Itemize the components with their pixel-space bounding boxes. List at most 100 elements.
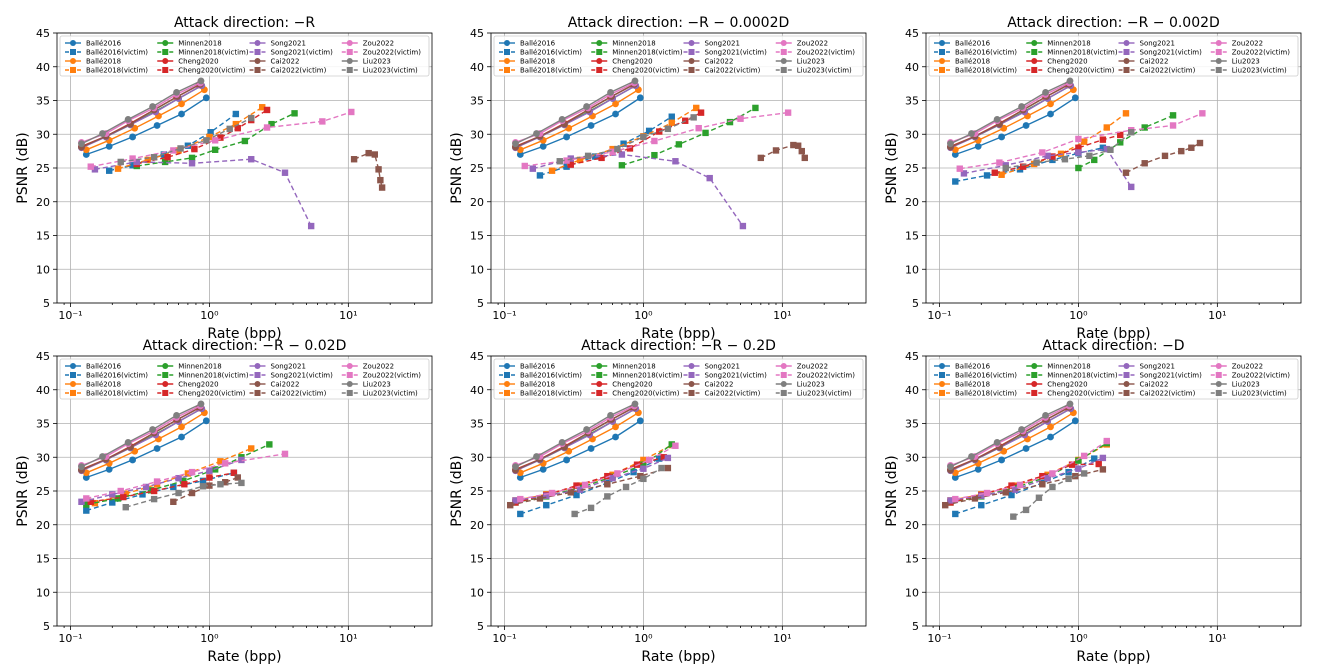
- data-point-square: [1039, 472, 1046, 480]
- y-tick-label: 5: [912, 620, 919, 633]
- legend-item: Minnen2018: [591, 363, 656, 371]
- legend-marker-square: [504, 372, 510, 378]
- data-point-square: [120, 493, 127, 501]
- legend-label: Cheng2020: [612, 381, 652, 389]
- legend-label: Cheng2020(victim): [1047, 390, 1115, 398]
- data-point-circle: [82, 151, 90, 158]
- data-point-circle: [558, 116, 566, 123]
- legend-marker-square: [1031, 67, 1038, 73]
- legend-marker-circle: [780, 381, 787, 387]
- data-point-square: [640, 456, 647, 464]
- legend: Ballé2016Ballé2016(victim)Ballé2018Ballé…: [928, 358, 1299, 400]
- legend-label: Cheng2020(victim): [612, 67, 680, 75]
- data-point-square: [960, 170, 968, 177]
- series-line: [950, 80, 1071, 145]
- chart-panel-4: 5 10 15 20 25 30 35 40 45 10⁻¹ 10⁰ 10¹ Attack direct…: [15, 338, 433, 665]
- data-point-square: [238, 456, 245, 464]
- legend-item: Song2021(victim): [683, 49, 767, 57]
- series-line: [950, 457, 1104, 502]
- legend-marker-circle: [688, 381, 695, 387]
- y-tick-label: 10: [36, 586, 50, 599]
- legend-item: Cai2022(victim): [683, 390, 761, 398]
- data-point-square: [234, 124, 241, 132]
- legend-marker-circle: [1031, 381, 1038, 387]
- legend-label: Cai2022: [1140, 58, 1169, 66]
- legend-marker-circle: [346, 363, 353, 369]
- data-point-square: [752, 104, 759, 112]
- series-minnen2018-victim: [618, 104, 759, 169]
- data-point-circle: [998, 133, 1005, 141]
- legend-item: Song2021: [249, 363, 306, 371]
- legend-label: Cheng2020(victim): [1047, 67, 1115, 75]
- data-point-circle: [1042, 412, 1049, 419]
- legend-marker-square: [688, 67, 695, 73]
- legend-item: Ballé2016: [499, 40, 556, 48]
- series-line: [515, 403, 636, 468]
- legend-label: Ballé2016: [86, 363, 122, 371]
- data-point-square: [640, 475, 647, 483]
- data-point-square: [668, 119, 675, 126]
- legend-item: Ballé2018(victim): [65, 390, 148, 398]
- series-line: [81, 406, 201, 471]
- legend-item: Cai2022: [1118, 58, 1169, 66]
- x-axis-label: Rate (bpp): [207, 326, 281, 342]
- data-point-square: [971, 495, 979, 502]
- legend-item: Cheng2020: [1026, 58, 1088, 66]
- legend-label: Liu2023(victim): [1232, 67, 1287, 75]
- data-point-square: [232, 120, 240, 128]
- series-cai2022: [947, 80, 1073, 151]
- legend-label: Liu2023: [1232, 58, 1260, 66]
- data-point-square: [1103, 124, 1110, 131]
- data-point-square: [238, 479, 245, 487]
- legend-item: Ballé2016(victim): [65, 49, 148, 57]
- data-point-square: [230, 469, 238, 476]
- data-point-square: [790, 141, 797, 149]
- data-point-square: [563, 157, 570, 164]
- legend-label: Ballé2016(victim): [955, 49, 1017, 57]
- legend-label: Song2021(victim): [1140, 49, 1203, 57]
- series-line: [955, 440, 1108, 500]
- series-liu2023-victim: [122, 479, 245, 511]
- legend-item: Zou2022(victim): [775, 49, 855, 57]
- data-point-circle: [197, 77, 205, 85]
- series-line: [950, 83, 1070, 148]
- legend-label: Ballé2018(victim): [955, 67, 1017, 75]
- data-point-square: [739, 222, 747, 230]
- legend-marker-circle: [1123, 381, 1130, 387]
- y-tick-label: 30: [36, 451, 50, 464]
- legend-marker-circle: [939, 58, 945, 64]
- legend-item: Ballé2016: [499, 363, 556, 371]
- data-point-square: [207, 129, 214, 136]
- data-point-square: [996, 159, 1003, 166]
- data-point-square: [117, 487, 124, 495]
- data-point-square: [592, 153, 599, 160]
- data-point-square: [1075, 149, 1082, 156]
- legend-box: [493, 358, 864, 400]
- legend-marker-circle: [346, 381, 353, 387]
- legend-marker-square: [939, 49, 945, 55]
- series-liu2023-victim: [556, 114, 697, 165]
- legend-marker-square: [780, 67, 787, 73]
- legend-label: Cheng2020: [178, 381, 218, 389]
- legend-label: Liu2023: [797, 58, 825, 66]
- data-point-circle: [968, 453, 975, 460]
- data-point-square: [1169, 112, 1177, 119]
- legend-marker-square: [688, 49, 695, 55]
- series-minnen2018-victim: [1075, 112, 1177, 172]
- data-point-square: [144, 156, 151, 164]
- legend-marker-circle: [596, 363, 603, 369]
- x-tick-label: 10¹: [1208, 309, 1226, 322]
- chart-panel-6: 5 10 15 20 25 30 35 40 45 10⁻¹ 10⁰ 10¹ Attack direct…: [884, 338, 1302, 665]
- legend-label: Cai2022(victim): [705, 390, 761, 398]
- series-ball-2016: [951, 94, 1079, 158]
- y-tick-label: 35: [36, 95, 50, 108]
- data-point-square: [234, 474, 241, 481]
- legend-item: Liu2023: [1210, 58, 1260, 66]
- data-point-square: [656, 455, 663, 462]
- series-line: [955, 420, 1076, 479]
- y-axis-label: PSNR (dB): [449, 455, 465, 526]
- series-ball-2018: [951, 409, 1077, 477]
- data-point-square: [772, 147, 780, 154]
- data-point-square: [571, 510, 578, 518]
- legend-marker-circle: [254, 40, 261, 46]
